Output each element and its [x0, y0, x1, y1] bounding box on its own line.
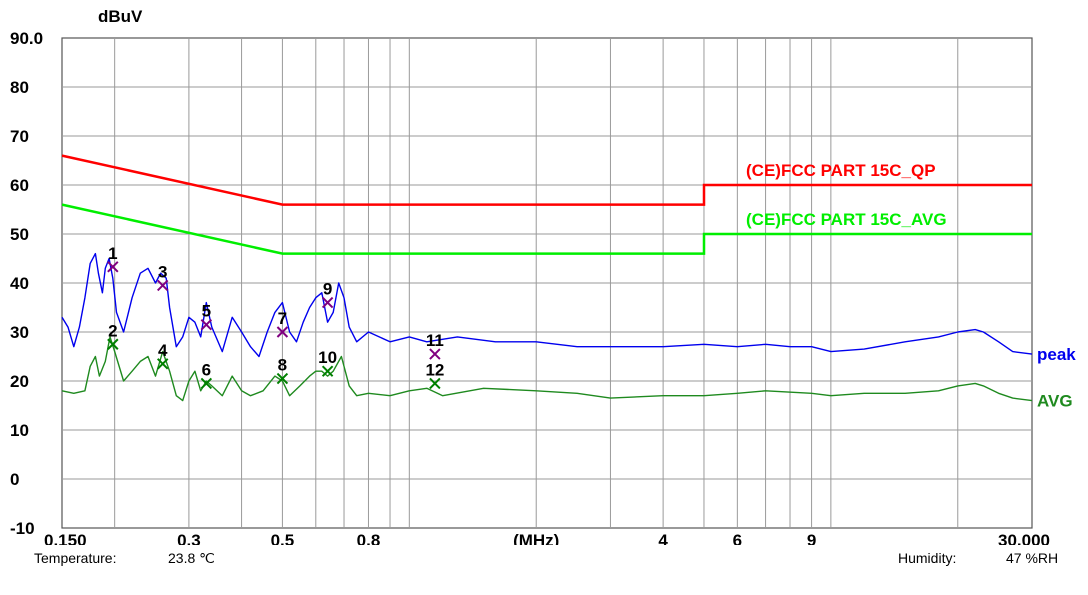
- marker-label: 7: [278, 309, 287, 328]
- x-tick-label: (MHz): [513, 531, 559, 545]
- emission-chart: 90.0 80 70 60 50 40 30 20 10 0 -10 0.150 0.3 0.5 0.8 (…: [10, 7, 1076, 545]
- marker-label: 5: [202, 302, 211, 321]
- marker-label: 10: [318, 348, 337, 367]
- y-tick-label: 0: [10, 470, 19, 489]
- limit-line: [61, 203, 1032, 255]
- x-tick-label: 6: [733, 531, 742, 545]
- marker-cross: [200, 377, 213, 390]
- y-axis-unit: dBuV: [98, 7, 143, 26]
- y-tick-label: 80: [10, 78, 29, 97]
- x-tick-label: 0.5: [271, 531, 295, 545]
- y-tick-label: 60: [10, 176, 29, 195]
- marker-label: 9: [323, 280, 332, 299]
- temperature-value: 23.8 ℃: [168, 550, 215, 566]
- marker-label: 11: [426, 331, 444, 350]
- temperature-label: Temperature:: [34, 550, 117, 566]
- marker-cross: [107, 261, 119, 273]
- trace-line: [61, 336, 1033, 402]
- marker-cross: [107, 338, 119, 350]
- marker-cross: [156, 279, 169, 292]
- y-tick-label: 50: [10, 225, 29, 244]
- limit-line-label: (CE)FCC PART 15C_QP: [746, 161, 936, 180]
- x-tick-label: 0.8: [357, 531, 381, 545]
- marker-cross: [200, 318, 213, 331]
- limit-line-label: (CE)FCC PART 15C_AVG: [746, 210, 947, 229]
- marker-label: 4: [158, 341, 168, 360]
- y-tick-label: 10: [10, 421, 29, 440]
- x-tick-label: 0.150: [44, 531, 87, 545]
- marker-label: 12: [425, 360, 444, 379]
- y-tick-label: 90.0: [10, 29, 43, 48]
- limit-line: [61, 154, 1032, 206]
- trace-line: [61, 252, 1033, 358]
- marker-label: 1: [108, 244, 117, 263]
- marker-cross: [321, 365, 334, 377]
- marker-cross: [276, 326, 289, 338]
- y-tick-label: 30: [10, 323, 29, 342]
- trace-label: peak: [1037, 345, 1076, 364]
- limit-lines: (CE)FCC PART 15C_QP (CE)FCC PART 15C_AVG: [61, 154, 1032, 255]
- y-tick-label: 20: [10, 372, 29, 391]
- marker-cross: [429, 377, 441, 390]
- y-tick-label: 70: [10, 127, 29, 146]
- y-axis-ticks: 90.0 80 70 60 50 40 30 20 10 0 -10: [10, 29, 43, 538]
- y-tick-label: 40: [10, 274, 29, 293]
- marker-label: 8: [278, 356, 287, 375]
- humidity-value: 47 %RH: [1006, 550, 1059, 566]
- x-tick-label: 0.3: [177, 531, 201, 545]
- trace-lines: peak AVG: [61, 252, 1076, 411]
- x-tick-label: 9: [807, 531, 816, 545]
- marker-label: 6: [202, 360, 211, 379]
- humidity-label: Humidity:: [898, 550, 957, 566]
- marker-label: 2: [108, 321, 117, 340]
- x-tick-label: 30.000: [998, 531, 1050, 545]
- x-tick-label: 4: [658, 531, 668, 545]
- y-tick-label: -10: [10, 519, 35, 538]
- marker-cross: [429, 348, 441, 360]
- marker-cross: [276, 372, 289, 385]
- marker-label: 3: [158, 262, 167, 281]
- marker-cross: [321, 296, 334, 309]
- marker-cross: [156, 358, 169, 370]
- trace-label: AVG: [1037, 392, 1073, 411]
- x-axis-ticks: 0.150 0.3 0.5 0.8 (MHz) 4 6 9 30.000: [44, 531, 1050, 545]
